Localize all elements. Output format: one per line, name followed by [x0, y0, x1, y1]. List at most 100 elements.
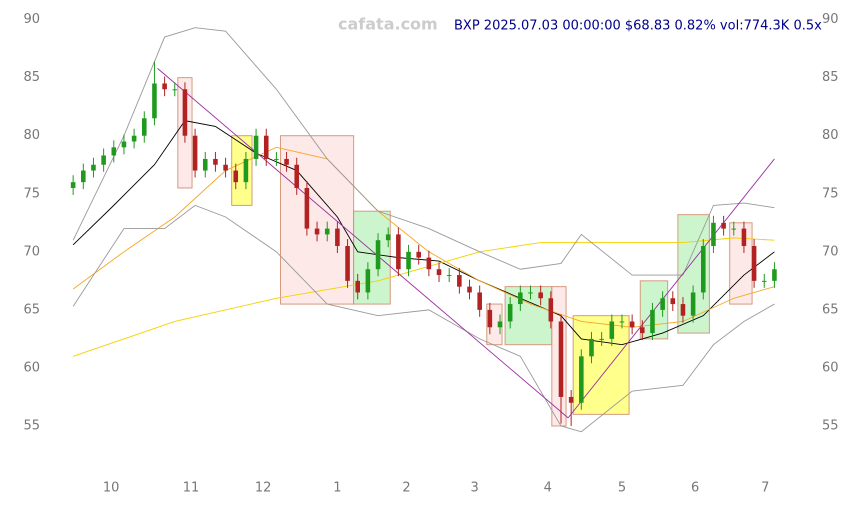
candle-body [497, 321, 503, 328]
y-tick-label: 55 [23, 418, 40, 433]
candle-body [660, 298, 665, 310]
candle-body [324, 228, 330, 235]
y-tick-label-right: 70 [822, 244, 839, 259]
y-tick-label-right: 85 [822, 70, 839, 85]
candle-body [761, 280, 767, 282]
candle-body [741, 228, 747, 247]
candle-body [416, 251, 421, 258]
candle-body [375, 240, 381, 270]
y-tick-label-right: 90 [822, 12, 839, 27]
candle-body [436, 269, 442, 276]
chart-title: BXP 2025.07.03 00:00:00 $68.83 0.82% vol… [454, 19, 822, 34]
candle-body [101, 155, 106, 165]
candle-body [599, 338, 604, 340]
candle-body [477, 292, 482, 310]
candle-body [233, 170, 239, 183]
overlay-line [567, 158, 775, 419]
candle-body [446, 275, 452, 277]
candle-body [253, 135, 259, 159]
candle-body [385, 234, 391, 241]
candle-body [396, 234, 401, 270]
candle-body [619, 321, 625, 323]
watermark: cafata.com [338, 15, 438, 34]
x-tick-label: 2 [402, 481, 410, 496]
candle-body [650, 309, 655, 334]
candle-body [711, 222, 716, 247]
candle-body [538, 292, 543, 299]
candle-body [406, 251, 411, 270]
candle-body [670, 298, 676, 305]
x-tick-label: 4 [544, 481, 552, 496]
candle-body [81, 170, 86, 183]
x-tick-label: 12 [255, 481, 272, 496]
candle-body [284, 158, 289, 165]
x-tick-label: 6 [691, 481, 699, 496]
candle-body [568, 396, 574, 403]
candle-body [487, 309, 493, 328]
y-tick-label-right: 80 [822, 128, 839, 143]
candle-body [589, 338, 594, 357]
x-tick-label: 3 [470, 481, 478, 496]
candle-body [690, 292, 696, 316]
candle-body [304, 187, 310, 229]
y-tick-label: 65 [23, 302, 40, 317]
candle-body [558, 321, 564, 397]
candle-body [162, 83, 167, 90]
y-tick-label-right: 55 [822, 418, 839, 433]
candle-body [141, 118, 147, 136]
candle-body [700, 246, 706, 293]
candle-body [507, 304, 513, 322]
candle-body [335, 228, 340, 247]
candle-body [629, 321, 635, 328]
candle-body [731, 228, 737, 230]
candle-body [121, 141, 127, 148]
candle-body [426, 257, 432, 270]
candle-body [751, 246, 757, 281]
candle-body [131, 135, 137, 142]
overlay-line [72, 204, 775, 433]
overlays [72, 27, 775, 433]
candle-body [294, 164, 300, 188]
y-tick-label: 60 [23, 360, 40, 375]
x-tick-label: 5 [618, 481, 626, 496]
y-tick-label: 70 [23, 244, 40, 259]
candle-body [263, 135, 269, 159]
zones [177, 77, 753, 427]
y-tick-label: 80 [23, 128, 40, 143]
candles [70, 61, 777, 426]
candle-body [355, 280, 361, 293]
candle-body [365, 269, 371, 293]
candle-body [680, 304, 686, 316]
y-tick-label: 85 [23, 70, 40, 85]
candle-body [457, 275, 462, 287]
candle-body [223, 164, 228, 171]
candle-body [467, 286, 472, 293]
candle-body [640, 327, 645, 334]
candle-body [91, 164, 96, 171]
y-tick-label-right: 75 [822, 186, 839, 201]
candle-body [182, 89, 188, 136]
y-tick-label: 90 [23, 12, 40, 27]
candle-body [152, 83, 157, 119]
candle-body [548, 298, 554, 322]
zone [231, 135, 253, 206]
x-tick-label: 7 [761, 481, 769, 496]
x-tick-label: 1 [333, 481, 341, 496]
candle-body [579, 356, 584, 403]
overlay-line [72, 27, 775, 276]
overlay-line [157, 68, 569, 419]
candle-body [213, 158, 218, 165]
overlay-line [72, 237, 775, 357]
zone [279, 135, 355, 305]
candle-body [772, 269, 777, 281]
y-tick-label-right: 65 [822, 302, 839, 317]
candle-body [721, 222, 726, 229]
candle-body [314, 228, 320, 235]
y-tick-label-right: 60 [822, 360, 839, 375]
candle-body [274, 158, 279, 160]
zone [729, 222, 753, 305]
candle-body [111, 147, 117, 156]
candle-body [518, 292, 523, 305]
